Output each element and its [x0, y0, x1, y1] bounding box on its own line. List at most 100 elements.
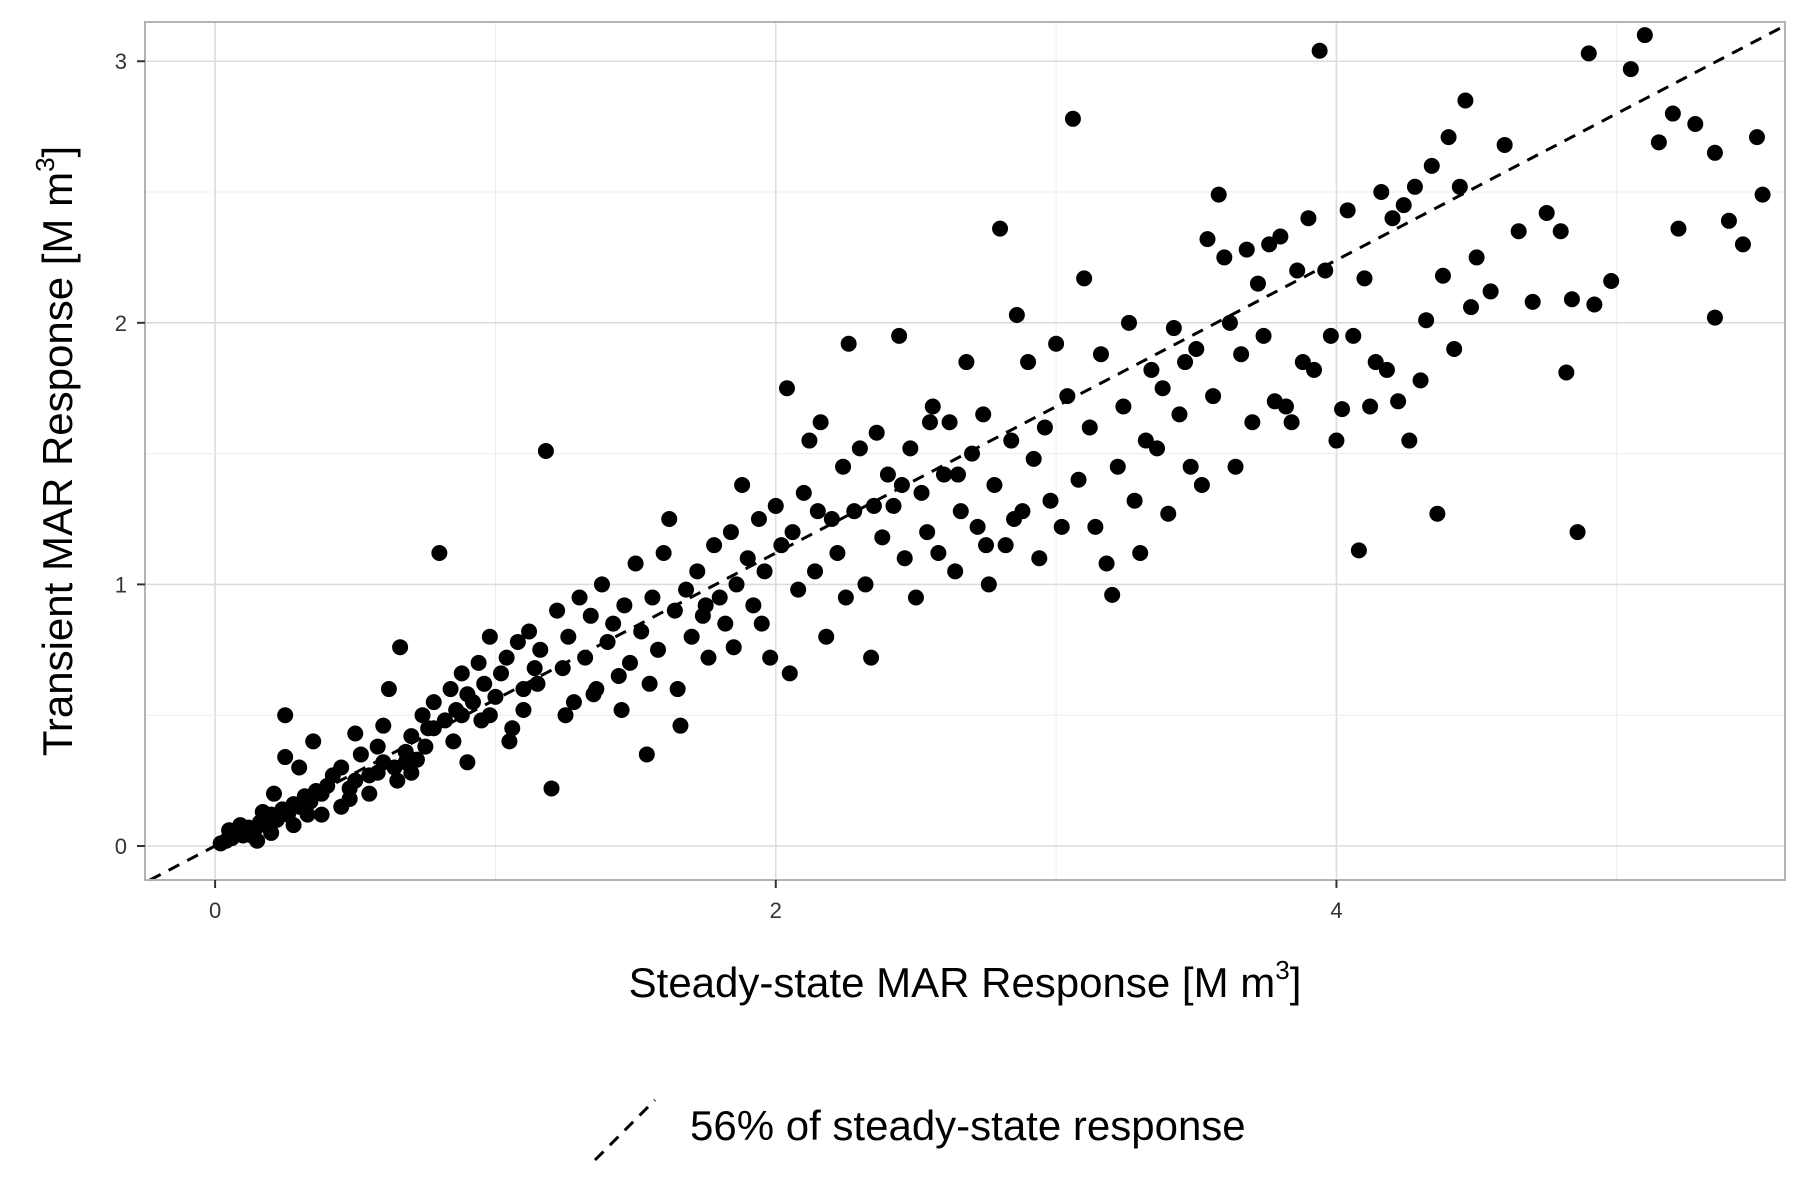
- data-point: [1277, 398, 1294, 415]
- data-point: [1412, 372, 1429, 389]
- data-point: [1092, 346, 1109, 363]
- data-point: [986, 477, 1003, 494]
- data-point: [1300, 210, 1317, 227]
- data-point: [1580, 45, 1597, 62]
- data-point: [627, 555, 644, 572]
- data-point: [1603, 272, 1620, 289]
- panel-border: [144, 21, 1786, 881]
- data-point: [1149, 440, 1166, 457]
- data-point: [666, 602, 683, 619]
- data-point: [1748, 129, 1765, 146]
- data-point: [543, 780, 560, 797]
- data-point: [445, 733, 462, 750]
- data-point: [697, 597, 714, 614]
- data-point: [1322, 327, 1339, 344]
- data-point: [431, 545, 448, 562]
- data-point: [425, 720, 442, 737]
- data-point: [913, 484, 930, 501]
- data-point: [958, 354, 975, 371]
- data-point: [837, 589, 854, 606]
- data-point: [571, 589, 588, 606]
- data-point: [1345, 327, 1362, 344]
- legend-label: 56% of steady-state response: [690, 1102, 1246, 1149]
- data-point: [784, 524, 801, 541]
- data-point: [1362, 398, 1379, 415]
- data-point: [1706, 144, 1723, 161]
- data-point: [1328, 432, 1345, 449]
- data-point: [1193, 477, 1210, 494]
- data-point: [1306, 361, 1323, 378]
- y-axis-title-text: Transient MAR Response [M m: [34, 172, 81, 756]
- data-point: [557, 707, 574, 724]
- data-point: [560, 628, 577, 645]
- data-point: [515, 681, 532, 698]
- data-point: [1401, 432, 1418, 449]
- data-point: [1210, 186, 1227, 203]
- data-point: [790, 581, 807, 598]
- data-point: [285, 817, 302, 834]
- data-point: [840, 335, 857, 352]
- data-point: [1734, 236, 1751, 253]
- data-point: [1048, 335, 1065, 352]
- x-axis-ticks: 0 2 4: [209, 880, 1343, 923]
- data-point: [823, 511, 840, 528]
- data-point: [1165, 320, 1182, 337]
- data-point: [711, 589, 728, 606]
- data-point: [935, 466, 952, 483]
- data-points: [212, 27, 1771, 852]
- data-point: [669, 681, 686, 698]
- data-point: [980, 576, 997, 593]
- data-point: [930, 545, 947, 562]
- data-point: [818, 628, 835, 645]
- data-point: [865, 497, 882, 514]
- data-point: [1552, 223, 1569, 240]
- data-point: [952, 503, 969, 520]
- data-point: [1510, 223, 1527, 240]
- data-point: [678, 581, 695, 598]
- data-point: [969, 518, 986, 535]
- data-point: [375, 717, 392, 734]
- data-point: [857, 576, 874, 593]
- data-point: [1104, 586, 1121, 603]
- data-point: [1070, 471, 1087, 488]
- data-point: [549, 602, 566, 619]
- data-point: [1121, 314, 1137, 331]
- data-point: [964, 445, 981, 462]
- data-point: [585, 686, 602, 703]
- data-point: [750, 511, 767, 528]
- data-point: [380, 681, 397, 698]
- data-point: [1020, 354, 1037, 371]
- data-point: [470, 654, 487, 671]
- data-point: [526, 660, 543, 677]
- data-point: [417, 738, 434, 755]
- data-point: [801, 432, 818, 449]
- data-point: [1451, 178, 1468, 195]
- data-point: [885, 497, 902, 514]
- data-point: [1182, 458, 1199, 475]
- data-point: [299, 806, 316, 823]
- data-point: [442, 681, 459, 698]
- data-point: [641, 675, 658, 692]
- data-point: [291, 759, 308, 776]
- data-point: [921, 414, 938, 431]
- data-point: [481, 628, 498, 645]
- data-point: [1289, 262, 1306, 279]
- data-point: [1356, 270, 1373, 287]
- y-tick-label: 2: [115, 311, 127, 336]
- data-point: [537, 443, 554, 459]
- data-point: [1350, 542, 1367, 559]
- data-point: [1132, 545, 1149, 562]
- data-point: [1311, 42, 1328, 59]
- data-point: [1650, 134, 1667, 151]
- data-point: [1636, 27, 1653, 44]
- data-point: [1081, 419, 1098, 436]
- data-point: [725, 639, 742, 656]
- data-point: [1109, 458, 1126, 475]
- y-tick-label: 3: [115, 49, 127, 74]
- data-point: [1457, 92, 1474, 109]
- data-point: [532, 641, 549, 658]
- data-point: [633, 623, 650, 640]
- data-point: [593, 576, 610, 593]
- data-point: [762, 649, 779, 666]
